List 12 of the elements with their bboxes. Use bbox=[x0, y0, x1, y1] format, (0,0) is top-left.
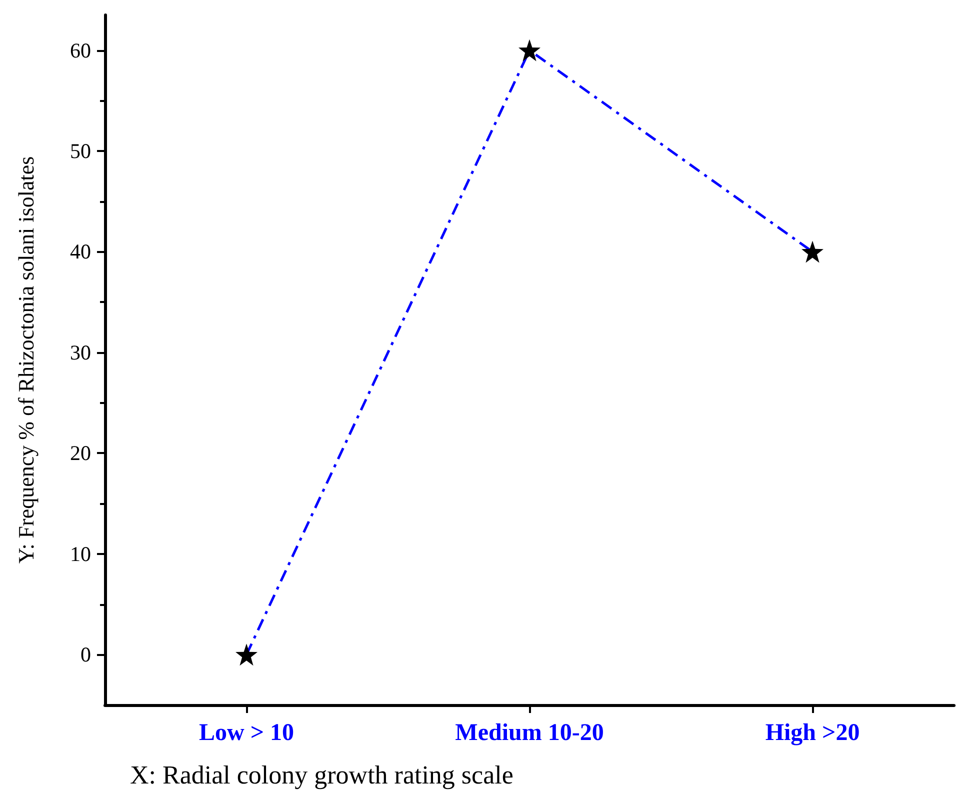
y-tick-label: 50 bbox=[70, 138, 91, 163]
x-tick-label: Low > 10 bbox=[198, 720, 294, 746]
x-tick-label: High >20 bbox=[765, 720, 860, 746]
y-tick-label: 60 bbox=[70, 38, 91, 62]
y-axis-title: Y: Frequency % of Rhizoctonia solani isolates bbox=[14, 156, 38, 564]
x-axis-title: X: Radial colony growth rating scale bbox=[130, 760, 514, 790]
y-tick-label: 20 bbox=[70, 441, 91, 466]
y-tick-label: 30 bbox=[70, 340, 91, 364]
x-tick-label: Medium 10-20 bbox=[455, 720, 604, 746]
y-tick-label: 10 bbox=[70, 542, 91, 566]
y-tick-label: 0 bbox=[80, 642, 91, 667]
y-tick-label: 40 bbox=[70, 240, 91, 264]
